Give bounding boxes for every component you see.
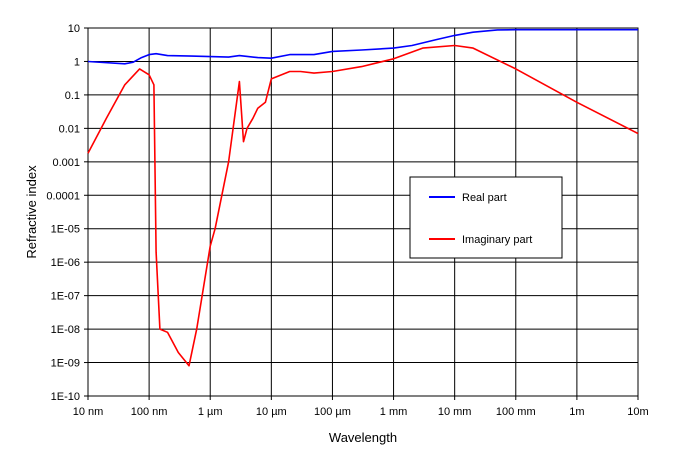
x-tick-label: 1m <box>569 406 584 418</box>
y-tick-label: 1E-05 <box>51 224 80 236</box>
x-tick-label: 100 mm <box>496 406 536 418</box>
y-tick-labels: 1E-10 1E-09 1E-08 1E-07 1E-06 1E-05 0.0001 0.00… <box>46 23 88 403</box>
y-tick-label: 0.1 <box>65 90 80 102</box>
legend: Real part Imaginary part <box>409 176 563 259</box>
y-tick-label: 0.001 <box>52 157 80 169</box>
x-tick-label: 10m <box>627 406 648 418</box>
x-tick-label: 100 nm <box>131 406 168 418</box>
x-tick-label: 10 µm <box>256 406 287 418</box>
series-line-real-part <box>87 28 638 65</box>
x-tick-label: 100 µm <box>314 406 351 418</box>
legend-label-real-part: Real part <box>462 192 507 204</box>
x-tick-label: 1 mm <box>380 406 408 418</box>
series-line-imaginary-part <box>87 44 639 367</box>
plot-frame <box>87 27 639 397</box>
x-tick-labels: 10 nm 100 nm 1 µm 10 µm 100 µm 1 mm 10 mm 100 m… <box>73 396 649 418</box>
x-axis-title: Wavelength <box>329 430 397 445</box>
x-tick-label: 10 mm <box>438 406 472 418</box>
y-tick-label: 1E-08 <box>51 324 80 336</box>
y-tick-label: 1 <box>74 56 80 68</box>
series-lines <box>87 28 639 367</box>
y-tick-label: 10 <box>68 23 80 35</box>
legend-label-imaginary-part: Imaginary part <box>462 234 532 246</box>
y-tick-label: 0.0001 <box>46 190 80 202</box>
x-tick-label: 10 nm <box>73 406 104 418</box>
y-tick-label: 1E-10 <box>51 391 80 403</box>
y-tick-label: 1E-06 <box>51 257 80 269</box>
y-tick-label: 1E-09 <box>51 358 80 370</box>
y-tick-label: 0.01 <box>59 123 80 135</box>
legend-box <box>409 176 563 259</box>
y-axis-title: Refractive index <box>24 165 39 259</box>
x-tick-label: 1 µm <box>198 406 223 418</box>
y-tick-label: 1E-07 <box>51 291 80 303</box>
